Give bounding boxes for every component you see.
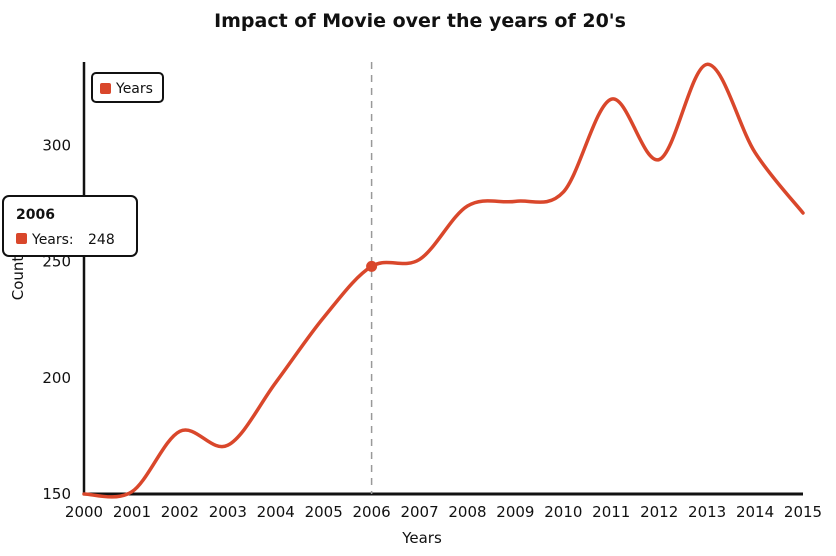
x-tick-label: 2000 — [65, 503, 103, 521]
y-axis-label: Count — [9, 256, 27, 301]
chart-title: Impact of Movie over the years of 20's — [214, 10, 626, 32]
x-tick-label: 2011 — [592, 503, 630, 521]
y-tick-label: 200 — [42, 369, 71, 387]
x-tick-label: 2007 — [400, 503, 438, 521]
x-tick-label: 2010 — [544, 503, 582, 521]
tooltip-title: 2006 — [16, 207, 55, 223]
data-points — [366, 260, 378, 272]
data-point[interactable] — [366, 260, 378, 272]
tooltip-box — [2, 195, 138, 257]
tooltip-swatch — [16, 233, 27, 244]
tooltip-value: 248 — [88, 232, 115, 248]
legend-box — [91, 72, 164, 103]
x-tick-label: 2005 — [305, 503, 343, 521]
x-axis-ticks: 2000 2001 2002 2003 2004 2005 2006 2007 2008 2009… — [65, 503, 822, 521]
x-tick-label: 2002 — [161, 503, 199, 521]
series-line-years — [82, 62, 805, 499]
legend-label: Years — [115, 81, 153, 97]
y-tick-label: 250 — [42, 253, 71, 271]
legend-swatch — [100, 83, 111, 94]
legend[interactable]: Years — [91, 72, 164, 103]
y-axis-ticks: 150 200 250 300 — [42, 137, 71, 503]
x-tick-label: 2004 — [257, 503, 295, 521]
x-tick-label: 2001 — [113, 503, 151, 521]
x-tick-label: 2015 — [784, 503, 822, 521]
x-tick-label: 2012 — [640, 503, 678, 521]
x-tick-label: 2008 — [448, 503, 486, 521]
y-tick-label: 150 — [42, 485, 71, 503]
y-tick-label: 300 — [42, 137, 71, 155]
x-tick-label: 2006 — [353, 503, 391, 521]
x-tick-label: 2014 — [736, 503, 774, 521]
x-tick-label: 2009 — [496, 503, 534, 521]
tooltip: 2006 Years: 248 — [2, 195, 138, 257]
x-tick-label: 2003 — [209, 503, 247, 521]
x-tick-label: 2013 — [688, 503, 726, 521]
x-axis-label: Years — [401, 529, 442, 547]
tooltip-series-label: Years: — [31, 232, 74, 248]
